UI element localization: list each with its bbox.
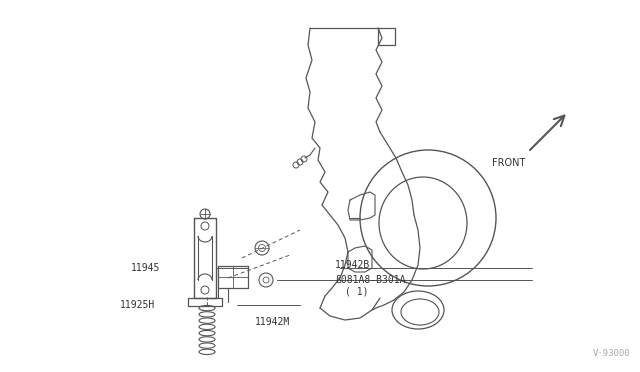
Text: ß081A8-B301A: ß081A8-B301A bbox=[335, 275, 406, 285]
Text: 11942M: 11942M bbox=[255, 317, 291, 327]
Text: 11945: 11945 bbox=[131, 263, 160, 273]
Text: ( 1): ( 1) bbox=[345, 287, 369, 297]
Text: FRONT: FRONT bbox=[492, 158, 525, 168]
Text: 11942B: 11942B bbox=[335, 260, 371, 270]
Text: 11925H: 11925H bbox=[120, 300, 155, 310]
Text: V·93000: V·93000 bbox=[593, 349, 630, 358]
